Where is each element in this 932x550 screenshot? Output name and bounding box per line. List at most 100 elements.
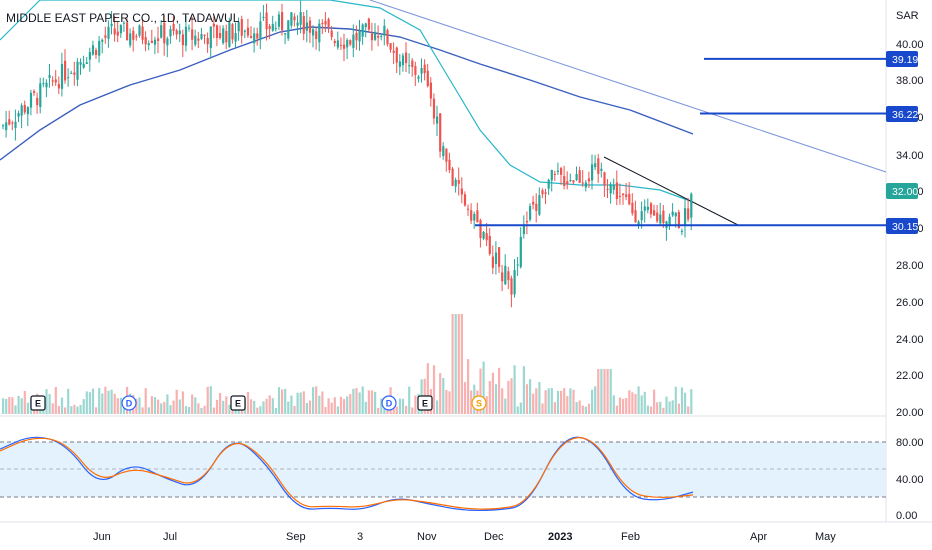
volume-bar <box>485 396 488 414</box>
candle-body <box>91 45 95 55</box>
volume-bar <box>302 391 305 414</box>
volume-bar <box>203 405 206 414</box>
volume-bar <box>594 386 597 414</box>
volume-bar <box>197 403 200 414</box>
candle-body <box>479 220 482 238</box>
volume-bar <box>637 386 640 414</box>
candle-body <box>525 220 529 223</box>
candle-body <box>560 168 563 175</box>
candle-body <box>494 252 498 265</box>
price-tag-30-15[interactable]: 30.15 <box>886 218 918 234</box>
volume-bar <box>606 369 609 414</box>
candle-body <box>178 30 181 35</box>
volume-bar <box>628 390 631 414</box>
candle-body <box>215 25 219 39</box>
volume-bar <box>48 393 51 414</box>
volume-bar <box>246 391 250 414</box>
candle-body <box>122 22 126 24</box>
candle-body <box>659 214 662 224</box>
price-tag-39-19[interactable]: 39.19 <box>886 51 918 67</box>
candle-body <box>556 170 560 172</box>
volume-bar <box>569 388 572 414</box>
volume-bar <box>166 394 169 414</box>
candle-body <box>290 12 293 26</box>
price-tag-label: 39.19 <box>892 54 918 66</box>
volume-bar <box>377 407 380 414</box>
volume-bar <box>200 407 203 414</box>
candle-body <box>439 113 442 152</box>
candle-body <box>600 168 603 171</box>
candle-body <box>482 231 485 239</box>
event-marker-e: E <box>417 395 433 411</box>
stoch-y-tick: 40.00 <box>896 474 924 486</box>
volume-bar <box>343 399 346 414</box>
candle-body <box>473 214 476 221</box>
volume-bar <box>566 396 569 414</box>
candle-body <box>662 210 665 224</box>
event-marker-label: D <box>126 399 133 409</box>
price-tag-bg <box>886 218 918 234</box>
candle-body <box>677 212 680 229</box>
candle-body <box>172 23 175 32</box>
volume-bar <box>184 406 188 414</box>
volume-bar <box>581 405 584 414</box>
candle-body <box>70 72 73 74</box>
candle-body <box>293 16 296 21</box>
volume-bar <box>318 395 321 414</box>
volume-bar <box>88 392 91 414</box>
price-tag-36-22[interactable]: 36.22 <box>886 106 918 122</box>
stoch-y-tick: 80.00 <box>896 437 924 449</box>
volume-bar <box>584 406 587 414</box>
volume-bar <box>535 388 538 414</box>
volume-bar <box>324 407 327 414</box>
volume-bar <box>687 406 690 414</box>
volume-bar <box>54 386 57 414</box>
candle-body <box>250 36 253 38</box>
candle-body <box>553 173 556 175</box>
candle-body <box>82 63 85 68</box>
event-marker-bg <box>230 395 246 411</box>
candle-body <box>200 34 203 39</box>
volume-bar <box>618 397 622 414</box>
candle-body <box>203 34 206 36</box>
volume-bar <box>519 402 522 414</box>
volume-bar <box>575 402 578 414</box>
candle-body <box>367 18 370 30</box>
stochastic-lines <box>0 436 694 512</box>
volume-bar <box>327 398 330 414</box>
candle-body <box>17 113 20 117</box>
candle-body <box>346 39 349 48</box>
event-marker-label: E <box>422 399 428 409</box>
candle-body <box>237 22 240 32</box>
volume-bar <box>401 398 405 414</box>
candle-body <box>426 70 429 87</box>
candle-body <box>529 206 532 220</box>
candle-body <box>591 164 594 181</box>
volume-bar <box>17 395 20 414</box>
candle-body <box>85 62 88 64</box>
volume-bar <box>653 389 656 414</box>
volume-bar <box>501 388 504 414</box>
volume-bar <box>426 363 429 414</box>
price-tag-label: 30.15 <box>892 221 918 233</box>
candle-body <box>445 148 448 162</box>
volume-bar <box>408 386 411 414</box>
price-tag-32-00[interactable]: 32.00 <box>886 183 918 199</box>
volume-bar <box>70 406 73 414</box>
candle-body <box>389 43 392 50</box>
candle-body <box>296 22 299 26</box>
candle-body <box>11 122 14 124</box>
candle-body <box>330 30 333 38</box>
volume-bar <box>609 369 612 414</box>
volume-bar <box>612 395 615 414</box>
y-tick: 40.00 <box>896 39 924 51</box>
candle-body <box>76 61 79 80</box>
candle-body <box>408 65 411 67</box>
price-tag-bg <box>886 106 918 122</box>
volume-bar <box>541 403 544 414</box>
event-marker-label: S <box>476 399 482 409</box>
volume-bar <box>643 391 646 414</box>
volume-bar <box>436 400 439 414</box>
volume-bar <box>188 406 191 414</box>
